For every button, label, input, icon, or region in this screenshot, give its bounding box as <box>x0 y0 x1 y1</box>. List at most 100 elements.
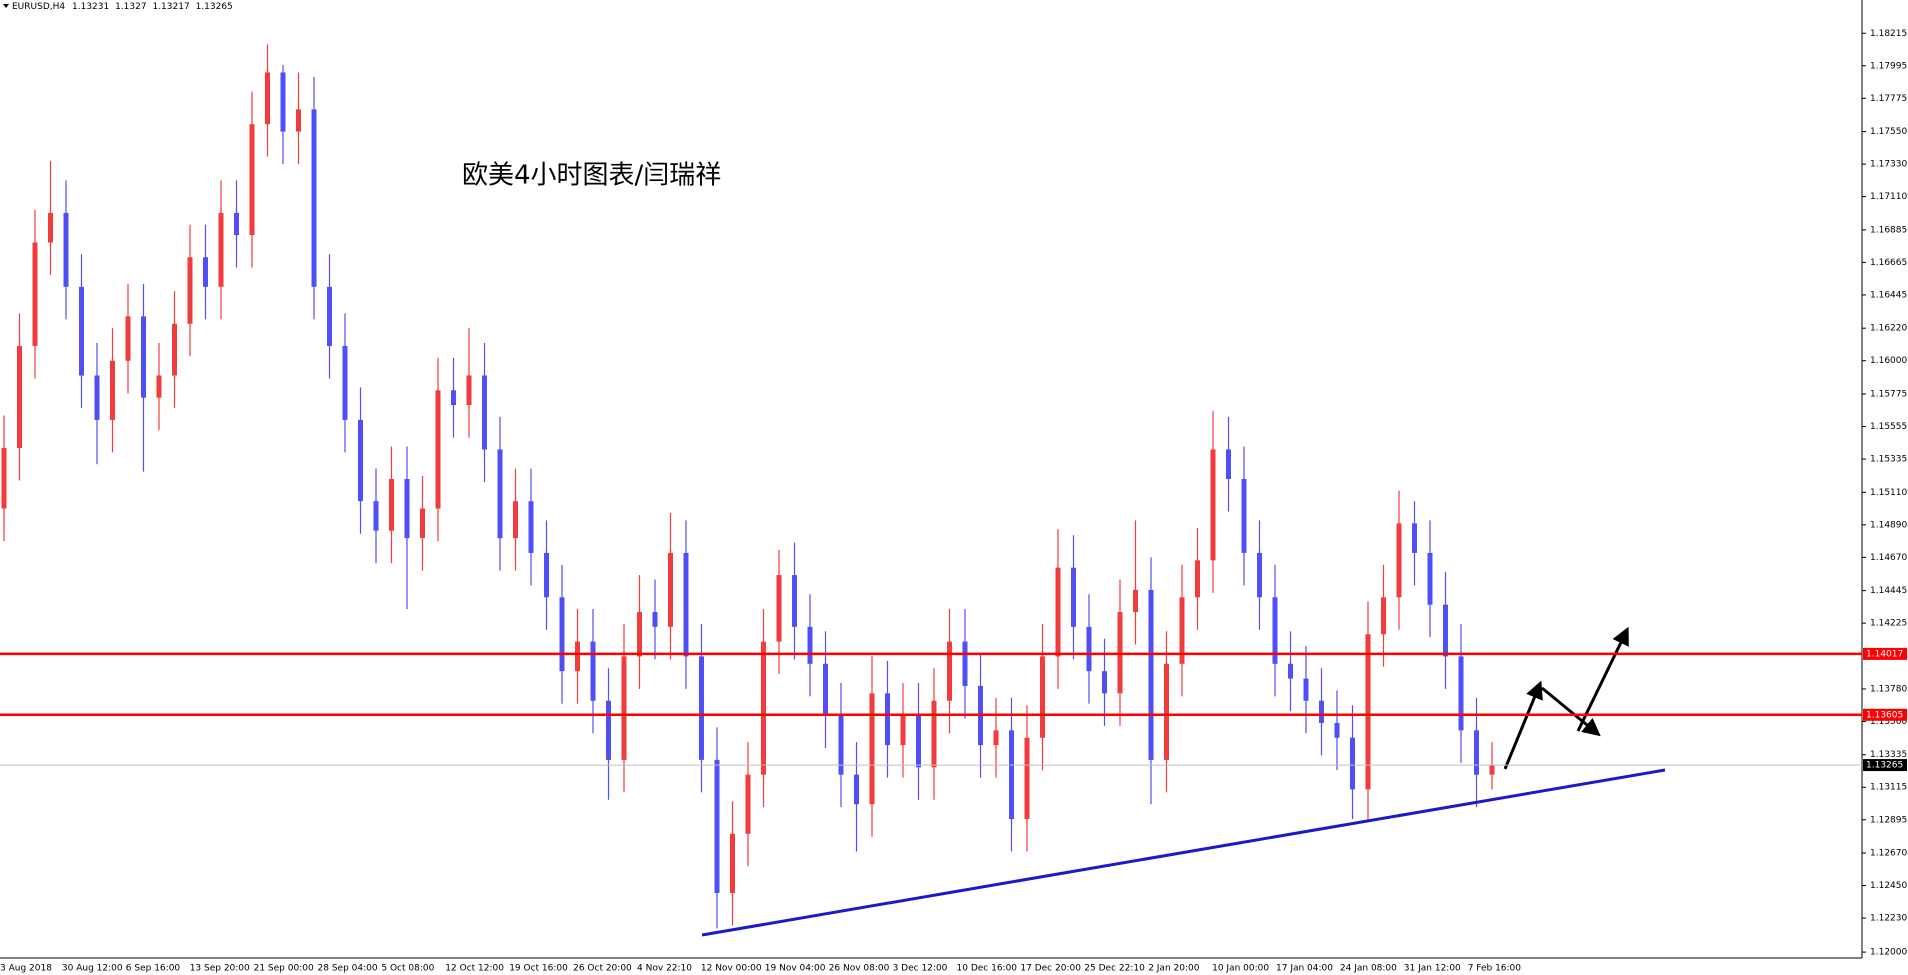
y-tick-label: 1.13780 <box>1870 684 1907 694</box>
candle-body <box>482 375 487 450</box>
candle-body <box>218 212 224 287</box>
candle-body <box>838 715 844 775</box>
candle-body <box>48 212 53 243</box>
candle-body <box>1210 449 1216 561</box>
current-price-box <box>1863 759 1907 772</box>
y-tick-label: 1.15335 <box>1870 455 1907 465</box>
candle-body <box>156 375 162 398</box>
symbol: EURUSD,H4 <box>12 2 65 12</box>
y-tick-label: 1.14670 <box>1870 553 1907 563</box>
x-tick-label: 31 Jan 12:00 <box>1404 964 1461 974</box>
y-tick-label: 1.17110 <box>1870 192 1907 202</box>
y-tick-label: 1.15775 <box>1870 389 1907 399</box>
candle-body <box>125 316 131 361</box>
x-tick-label: 19 Oct 16:00 <box>509 964 568 974</box>
candle-body <box>745 774 751 834</box>
x-tick-label: 17 Jan 04:00 <box>1276 964 1333 974</box>
candle-body <box>141 316 146 398</box>
candle-body <box>1381 597 1386 635</box>
candle-body <box>590 641 596 701</box>
candle-body <box>947 641 952 701</box>
candle-body <box>575 641 580 672</box>
candle-body <box>823 663 828 716</box>
y-tick-label: 1.17330 <box>1870 160 1907 170</box>
candle-body <box>1133 589 1138 613</box>
x-tick-label: 26 Nov 08:00 <box>829 964 890 974</box>
trend-line <box>701 768 1666 937</box>
header-high: 1.1327 <box>115 2 147 12</box>
level-box <box>1863 647 1907 660</box>
candle-body <box>916 715 921 768</box>
x-tick-label: 10 Jan 00:00 <box>1212 964 1269 974</box>
candle-body <box>683 552 689 657</box>
x-tick-label: 12 Oct 12:00 <box>445 964 504 974</box>
candle-body <box>699 656 704 760</box>
x-tick-label: 7 Feb 16:00 <box>1468 964 1522 974</box>
x-tick-label: 3 Dec 12:00 <box>893 964 948 974</box>
header-open: 1.13231 <box>72 2 109 12</box>
candle-body <box>187 257 193 324</box>
candle-body <box>497 449 503 539</box>
level-box <box>1863 708 1907 721</box>
header-icon <box>3 4 9 8</box>
candle-body <box>265 72 270 125</box>
candle-body <box>1024 737 1030 820</box>
candle-body <box>1241 479 1247 553</box>
candle-body <box>1427 552 1433 605</box>
x-tick-label: 30 Aug 12:00 <box>62 964 123 974</box>
candle-body <box>1102 671 1107 694</box>
x-tick-label: 2 Jan 20:00 <box>1148 964 1200 974</box>
candle-body <box>63 212 69 287</box>
candle-body <box>776 575 782 642</box>
candle-body <box>79 286 84 376</box>
candle-body <box>1396 523 1402 598</box>
candle-body <box>1195 560 1200 598</box>
candle-body <box>885 693 890 746</box>
candle-body <box>1164 663 1169 760</box>
candle-body <box>1458 656 1464 731</box>
x-tick-label: 28 Sep 04:00 <box>318 964 378 974</box>
candle-body <box>1 447 7 509</box>
candle-body <box>249 124 255 236</box>
chart-header: EURUSD,H4 1.13231 1.1327 1.13217 1.13265 <box>12 2 233 12</box>
candle-body <box>854 774 859 805</box>
candle-body <box>668 552 673 627</box>
candle-body <box>17 345 22 448</box>
candle-body <box>1474 730 1479 775</box>
candle-body <box>280 72 286 132</box>
candle-body <box>900 715 906 746</box>
y-tick-label: 1.14890 <box>1870 520 1907 530</box>
y-tick-label: 1.17775 <box>1870 94 1907 104</box>
candle-body <box>962 641 968 686</box>
candle-body <box>761 641 766 775</box>
y-tick-label: 1.12895 <box>1870 815 1907 825</box>
candle-body <box>528 501 534 553</box>
x-tick-label: 26 Oct 20:00 <box>573 964 632 974</box>
y-tick-label: 1.18215 <box>1870 29 1907 39</box>
y-tick-label: 1.12450 <box>1870 881 1907 891</box>
arrow-up <box>1503 680 1543 770</box>
candle-body <box>637 612 642 657</box>
y-tick-label: 1.14225 <box>1870 619 1907 629</box>
candle-body <box>1334 722 1340 738</box>
x-tick-label: 19 Nov 04:00 <box>765 964 826 974</box>
candle-body <box>1071 567 1076 627</box>
candle-body <box>32 242 38 346</box>
x-tick-label: 4 Nov 22:10 <box>637 964 692 974</box>
x-tick-label: 5 Oct 08:00 <box>381 964 434 974</box>
candle-body <box>1009 730 1014 820</box>
candle-body <box>1412 523 1417 553</box>
candle-body <box>203 257 208 287</box>
annotation: 欧美4小时图表/闫瑞祥 <box>462 161 721 191</box>
candle-body <box>1086 626 1092 672</box>
candle-body <box>931 700 937 768</box>
x-tick-label: 25 Dec 22:10 <box>1084 964 1145 974</box>
x-tick-label: 6 Sep 16:00 <box>126 964 181 974</box>
candle-body <box>1148 589 1154 760</box>
candle-body <box>1303 678 1309 701</box>
candle-body <box>993 730 999 746</box>
candle-body <box>172 323 177 376</box>
y-tick-label: 1.12230 <box>1870 914 1907 924</box>
